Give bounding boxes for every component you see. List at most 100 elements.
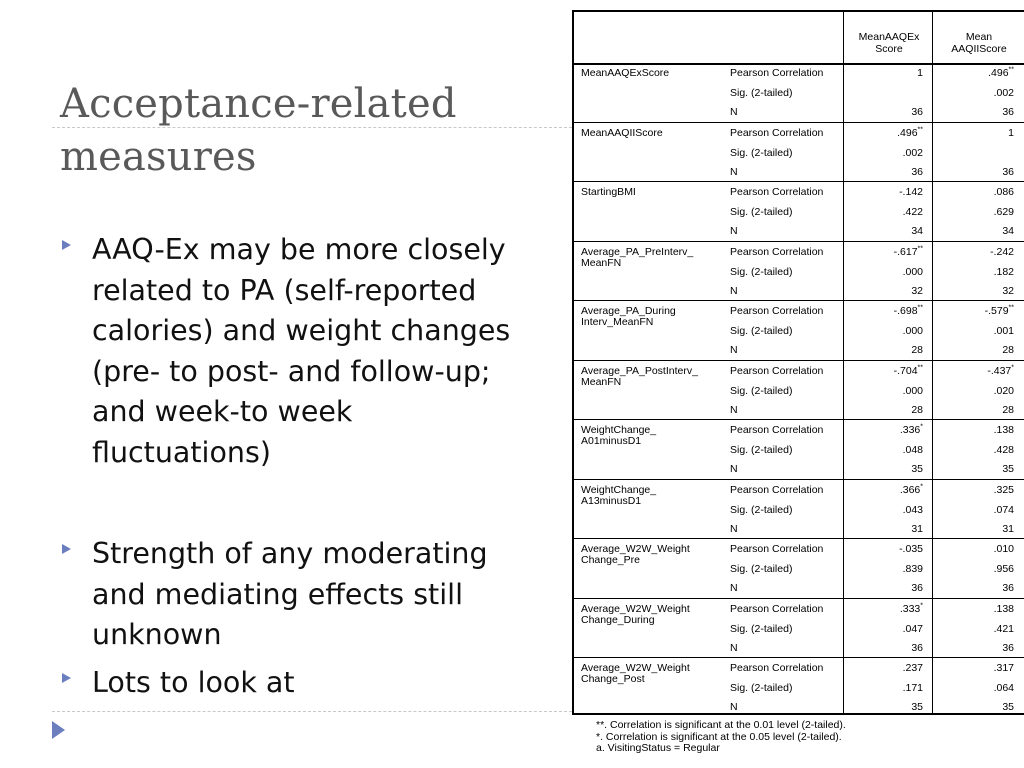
col2-correlation-value: .325 (934, 484, 1014, 496)
row-variable-label: Average_PA_PostInterv_ MeanFN (581, 364, 698, 388)
row-stat-label: Sig. (2-tailed) (730, 325, 793, 337)
column-divider (843, 12, 844, 715)
cell-value: 31 (1002, 522, 1014, 535)
table-row: Average_W2W_Weight Change_During Pearson … (574, 599, 1024, 658)
row-stat-label: N (730, 582, 738, 594)
cell-value: .010 (993, 543, 1014, 555)
cell-value: .237 (902, 662, 923, 674)
col2-significance-value: .001 (934, 325, 1014, 337)
row-stat-label: N (730, 344, 738, 356)
cell-value: .956 (993, 563, 1014, 575)
col1-n-value: 36 (844, 106, 923, 118)
cell-value: .496 (897, 126, 918, 139)
table-row: MeanAAQIIScore Pearson Correlation Sig. (2… (574, 123, 1024, 182)
cell-value: .043 (902, 503, 923, 516)
row-stat-label: Pearson Correlation (730, 186, 824, 198)
row-stat-label: Pearson Correlation (730, 305, 824, 317)
cell-value: 1 (917, 67, 923, 79)
row-stat-label: N (730, 225, 738, 237)
cell-value: -.142 (899, 186, 923, 198)
row-stat-label: Sig. (2-tailed) (730, 682, 793, 694)
col2-correlation-value: .138 (934, 603, 1014, 615)
slide-nav-arrow-icon (52, 721, 65, 739)
bullet-arrow-icon (62, 240, 71, 250)
col1-correlation-value: -.617** (844, 245, 923, 258)
significance-marker: * (920, 602, 923, 609)
col1-n-value: 36 (844, 166, 923, 178)
row-stat-label: Sig. (2-tailed) (730, 265, 793, 278)
col2-n-value: 28 (934, 404, 1014, 416)
col2-correlation-value: .086 (934, 186, 1014, 198)
cell-value: .002 (902, 146, 923, 159)
col1-n-value: 35 (844, 463, 923, 475)
table-row: Average_PA_PostInterv_ MeanFN Pearson Cor… (574, 361, 1024, 420)
cell-value: .629 (993, 206, 1014, 218)
row-stat-label: Pearson Correlation (730, 543, 824, 555)
col1-n-value: 28 (844, 344, 923, 356)
table-header-row: MeanAAQEx Score Mean AAQIIScore (574, 12, 1024, 65)
row-stat-label: Pearson Correlation (730, 662, 824, 674)
bullet-text: AAQ-Ex may be more closely related to PA… (92, 233, 511, 469)
col2-n-value: 34 (934, 225, 1014, 237)
footnote: a. VisitingStatus = Regular (596, 742, 720, 754)
row-stat-label: Sig. (2-tailed) (730, 206, 793, 218)
cell-value: 36 (911, 582, 923, 594)
col2-correlation-value: -.579** (934, 305, 1014, 318)
table-row: WeightChange_ A01minusD1 Pearson Correlat… (574, 420, 1024, 480)
col2-significance-value: .074 (934, 504, 1014, 516)
row-variable-label: Average_W2W_Weight Change_Pre (581, 543, 690, 566)
significance-marker: ** (917, 364, 923, 371)
cell-value: 36 (911, 641, 923, 654)
cell-value: 36 (1002, 582, 1014, 594)
column-header-aaqii: Mean AAQIIScore (951, 31, 1007, 55)
row-stat-label: N (730, 403, 738, 416)
significance-marker: ** (917, 245, 923, 252)
col1-correlation-value: .237 (844, 662, 923, 674)
row-stat-label: Pearson Correlation (730, 126, 824, 139)
row-stat-label: Pearson Correlation (730, 245, 824, 258)
cell-value: .047 (902, 622, 923, 635)
title-divider (52, 127, 572, 128)
cell-value: .020 (993, 384, 1014, 397)
row-stat-label: N (730, 641, 738, 654)
significance-marker: ** (917, 126, 923, 133)
cell-value: .000 (902, 265, 923, 278)
row-stat-label: Pearson Correlation (730, 424, 824, 436)
col1-significance-value: .839 (844, 563, 923, 575)
col2-significance-value: .064 (934, 682, 1014, 694)
cell-value: .000 (902, 325, 923, 337)
col1-significance-value: .171 (844, 682, 923, 694)
bullet-text: Lots to look at (92, 666, 295, 699)
col1-significance-value: .048 (844, 444, 923, 456)
table-row: Average_PA_During Interv_MeanFN Pearson C… (574, 301, 1024, 361)
cell-value: .171 (902, 682, 923, 694)
cell-value: 28 (1002, 403, 1014, 416)
col2-n-value: 36 (934, 106, 1014, 118)
cell-value: -.579 (984, 305, 1009, 317)
significance-marker: * (920, 483, 923, 490)
col2-n-value: 36 (934, 642, 1014, 654)
col1-n-value: 35 (844, 701, 923, 713)
cell-value: .064 (993, 682, 1014, 694)
col1-significance-value: .002 (844, 147, 923, 159)
col2-correlation-value: .138 (934, 424, 1014, 436)
row-variable-label: WeightChange_ A13minusD1 (581, 483, 657, 507)
cell-value: 28 (1002, 344, 1014, 356)
cell-value: 36 (1002, 106, 1014, 118)
col2-n-value: 28 (934, 344, 1014, 356)
table-row: WeightChange_ A13minusD1 Pearson Correlat… (574, 480, 1024, 539)
slide-title: Acceptance-related measures (60, 81, 457, 180)
col1-n-value: 28 (844, 404, 923, 416)
cell-value: -.704 (893, 364, 918, 377)
cell-value: .336 (899, 424, 921, 436)
cell-value: 36 (1002, 165, 1014, 178)
cell-value: 36 (911, 106, 923, 118)
cell-value: 31 (911, 522, 923, 535)
row-variable-label: Average_W2W_Weight Change_Post (581, 662, 690, 685)
cell-value: 28 (911, 344, 923, 356)
cell-value: .428 (993, 444, 1014, 456)
row-stat-label: N (730, 522, 738, 535)
col1-correlation-value: .496** (844, 126, 923, 139)
cell-value: .074 (993, 503, 1014, 516)
col1-correlation-value: .366* (844, 483, 923, 496)
